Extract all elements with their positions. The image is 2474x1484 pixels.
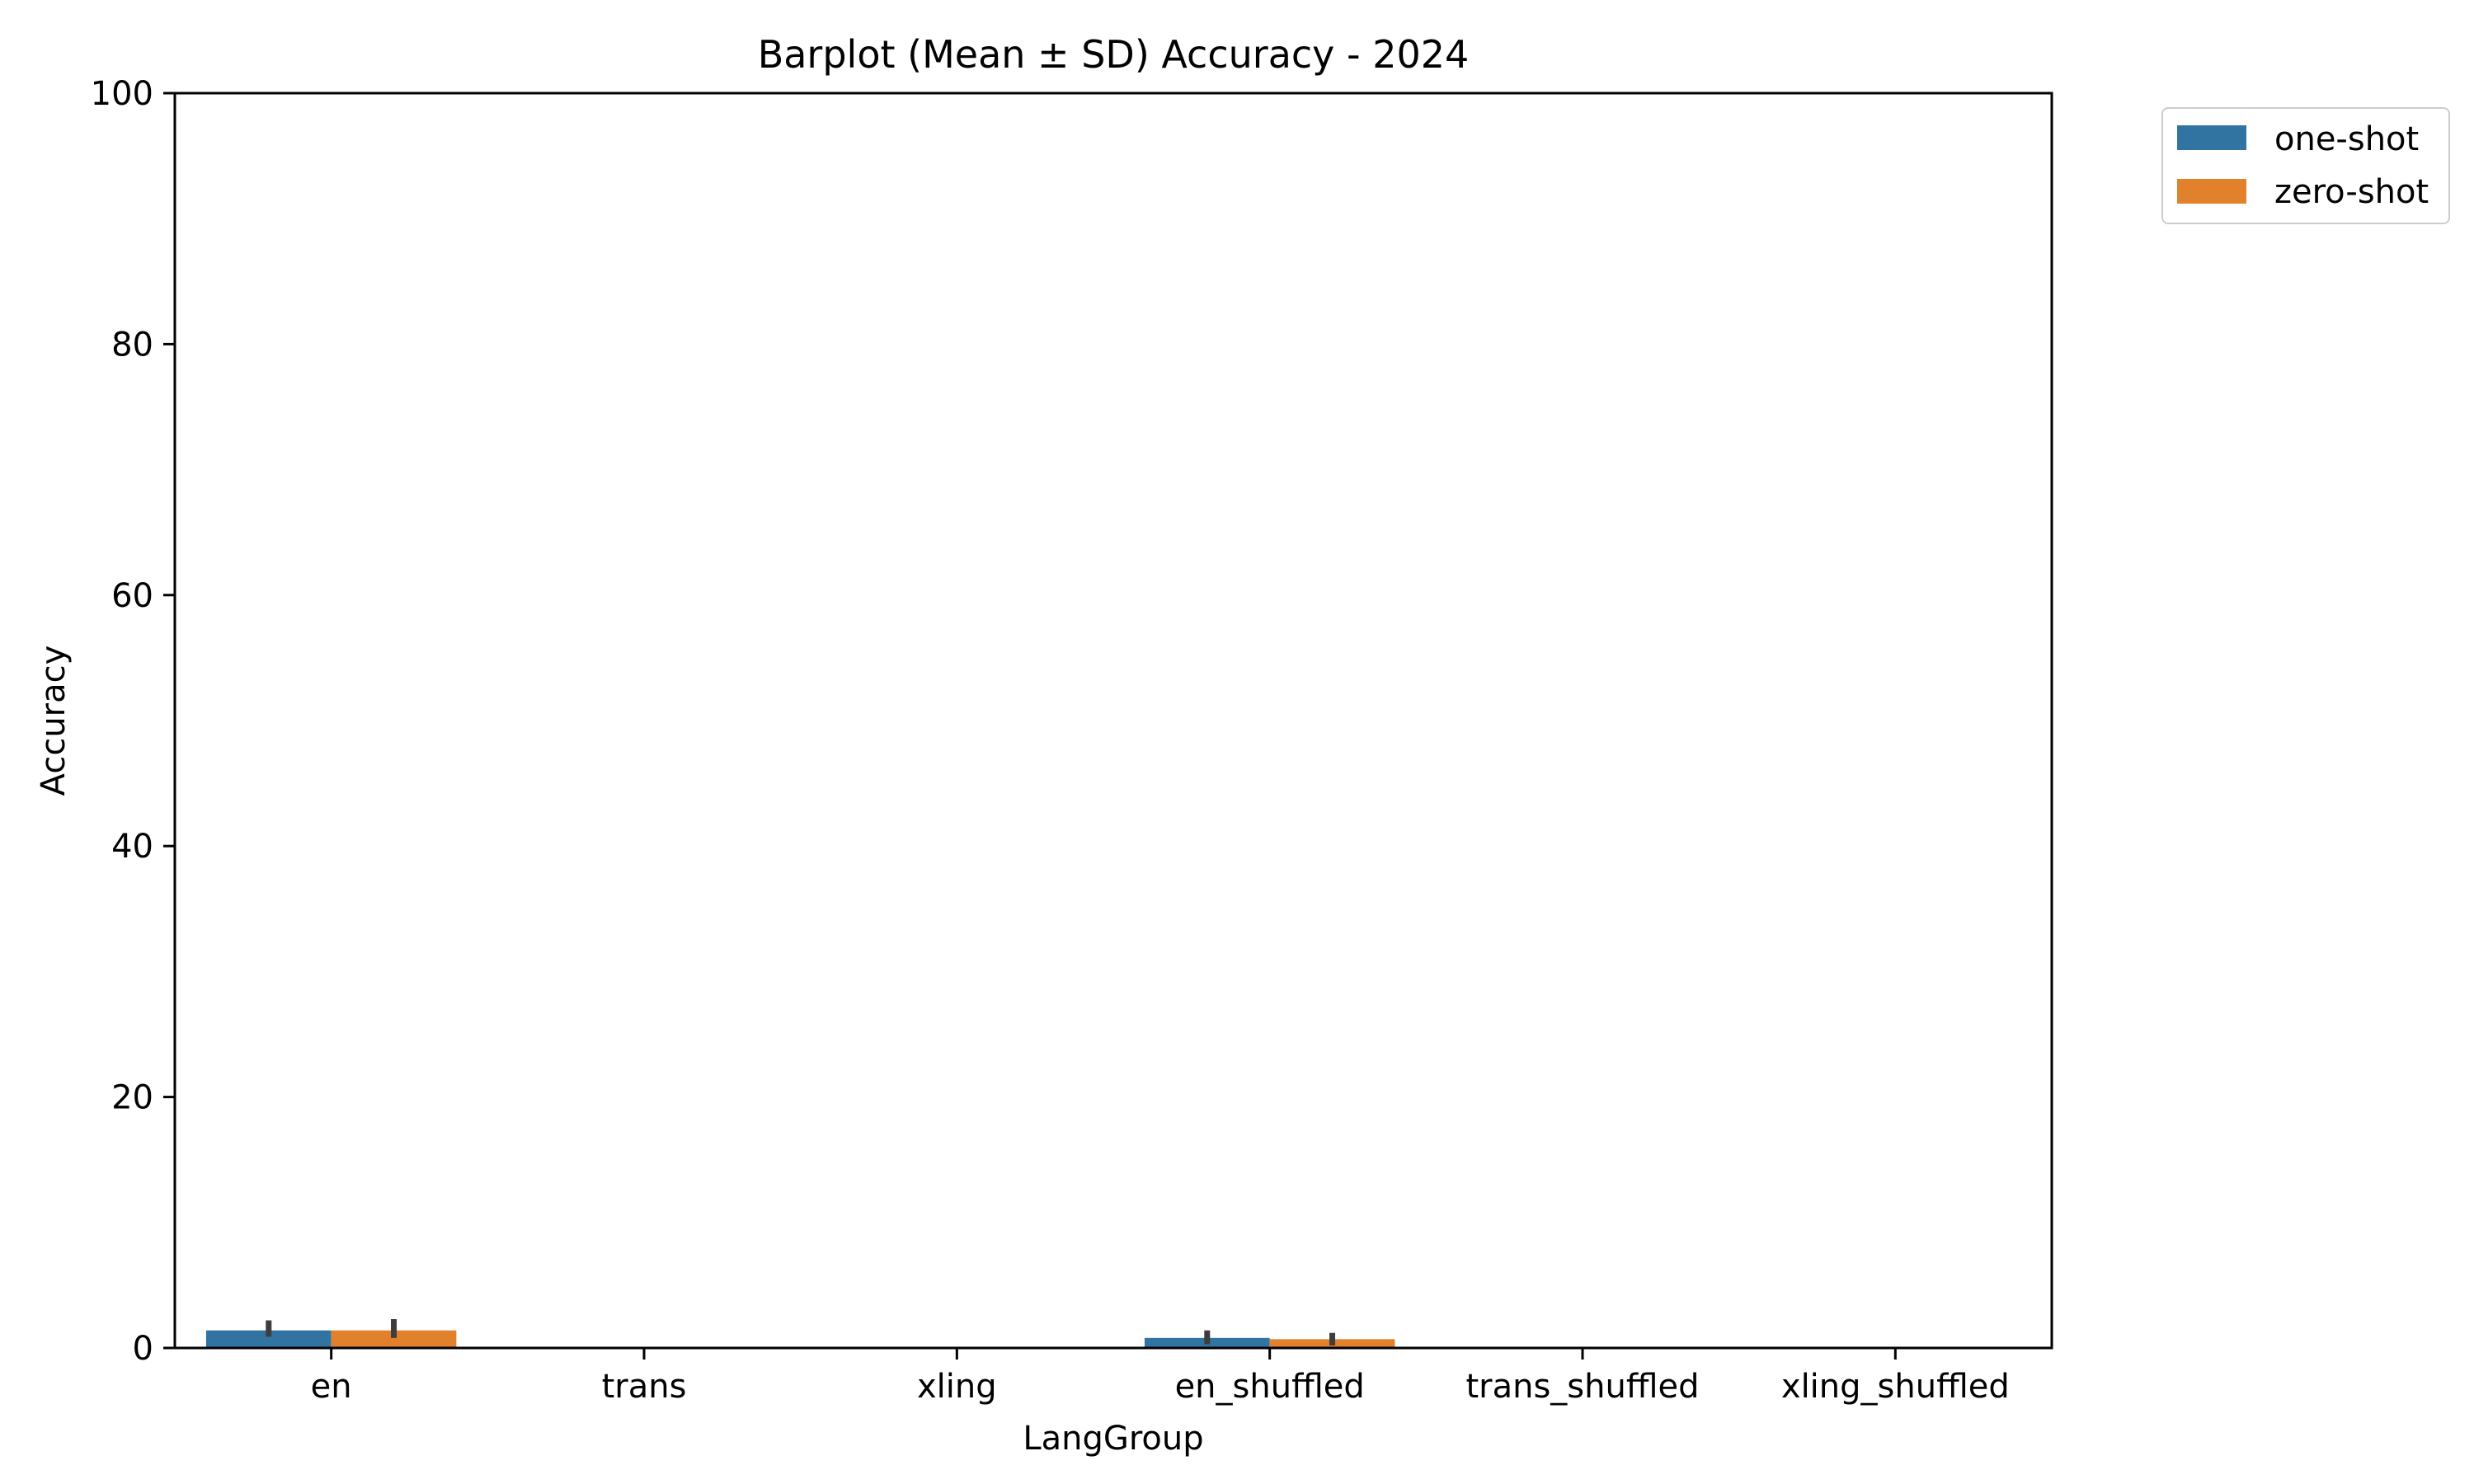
x-axis: en trans xling en_shuffled trans_shuffled xli…	[311, 1348, 2010, 1406]
legend: one-shot zero-shot	[2161, 107, 2450, 224]
y-tick-label-40: 40	[111, 828, 153, 866]
y-axis-label: Accuracy	[35, 646, 73, 796]
bars-layer	[205, 1330, 1395, 1348]
x-tick-label-en: en	[311, 1368, 352, 1406]
x-axis-label: LangGroup	[1023, 1420, 1203, 1458]
x-tick-label-en_shuffled: en_shuffled	[1175, 1368, 1365, 1406]
bar-zero-shot-en	[331, 1330, 457, 1348]
legend-label-one-shot: one-shot	[2274, 120, 2419, 158]
legend-swatch-one-shot	[2177, 125, 2246, 150]
y-tick-label-20: 20	[111, 1079, 153, 1117]
plot-frame	[173, 92, 2053, 1350]
y-axis: 0 20 40 60 80 100	[91, 75, 175, 1368]
x-tick-label-trans: trans	[602, 1368, 687, 1406]
y-tick-label-80: 80	[111, 326, 153, 364]
y-tick-label-60: 60	[111, 577, 153, 615]
y-tick-label-100: 100	[91, 75, 153, 113]
chart-title: Barplot (Mean ± SD) Accuracy - 2024	[758, 32, 1470, 77]
legend-swatch-zero-shot	[2177, 179, 2246, 204]
x-tick-label-xling: xling	[917, 1368, 997, 1406]
x-tick-label-trans_shuffled: trans_shuffled	[1465, 1368, 1699, 1406]
bar-one-shot-en	[205, 1330, 332, 1348]
legend-label-zero-shot: zero-shot	[2274, 173, 2429, 211]
y-tick-label-0: 0	[133, 1330, 153, 1368]
error-bars-layer	[266, 1318, 1336, 1345]
x-tick-label-xling_shuffled: xling_shuffled	[1781, 1368, 2010, 1406]
